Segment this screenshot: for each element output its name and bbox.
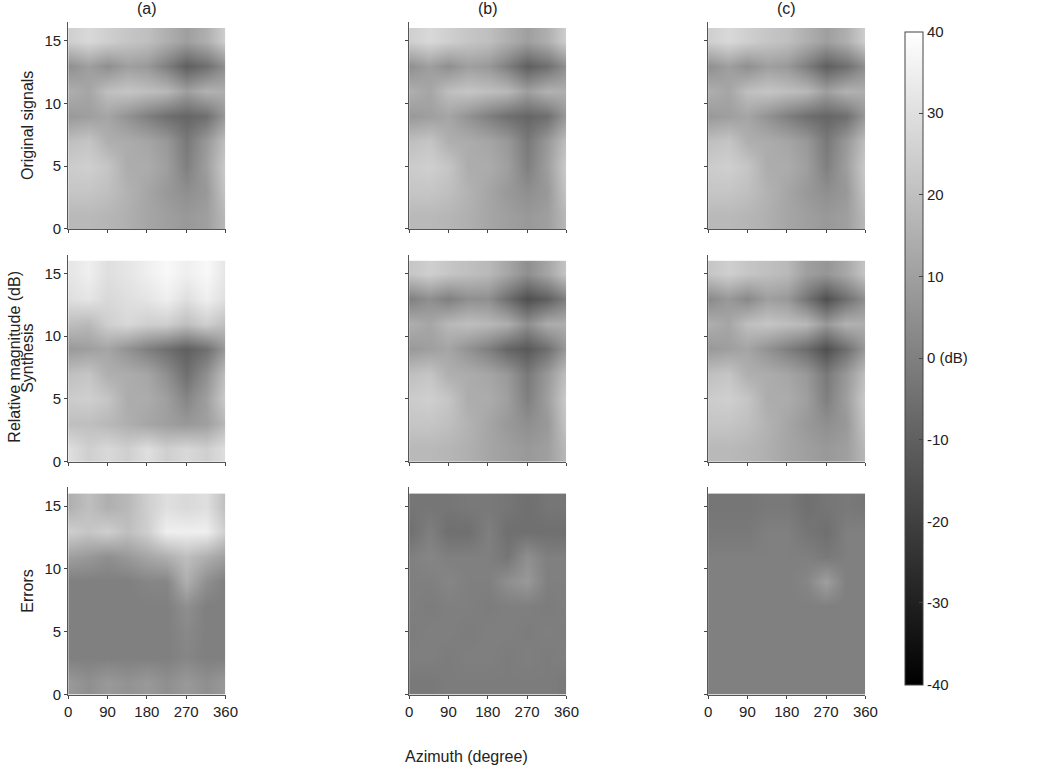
svg-text:30: 30 <box>927 104 944 121</box>
svg-text:0: 0 <box>64 703 72 720</box>
svg-text:90: 90 <box>440 703 457 720</box>
svg-text:Errors: Errors <box>19 569 36 613</box>
svg-text:10: 10 <box>44 95 61 112</box>
svg-text:15: 15 <box>44 497 61 514</box>
svg-text:Relative magnitude (dB): Relative magnitude (dB) <box>6 271 23 443</box>
svg-text:5: 5 <box>53 390 61 407</box>
svg-text:270: 270 <box>814 703 839 720</box>
svg-text:(a): (a) <box>137 0 157 17</box>
svg-text:180: 180 <box>475 703 500 720</box>
svg-text:0: 0 <box>53 686 61 703</box>
svg-text:360: 360 <box>213 703 238 720</box>
svg-text:5: 5 <box>53 157 61 174</box>
svg-text:0: 0 <box>405 703 413 720</box>
svg-text:Synthesis: Synthesis <box>19 323 36 392</box>
svg-text:-10: -10 <box>927 431 949 448</box>
svg-text:10: 10 <box>44 327 61 344</box>
svg-text:Original signals: Original signals <box>19 71 36 180</box>
svg-text:360: 360 <box>853 703 878 720</box>
svg-text:270: 270 <box>174 703 199 720</box>
svg-text:(c): (c) <box>777 0 796 17</box>
svg-text:0: 0 <box>53 220 61 237</box>
svg-text:15: 15 <box>44 32 61 49</box>
svg-text:270: 270 <box>515 703 540 720</box>
svg-text:5: 5 <box>53 623 61 640</box>
svg-text:-20: -20 <box>927 513 949 530</box>
svg-text:10: 10 <box>927 268 944 285</box>
svg-text:Azimuth (degree): Azimuth (degree) <box>405 748 528 765</box>
svg-text:360: 360 <box>554 703 579 720</box>
svg-text:-30: -30 <box>927 594 949 611</box>
svg-text:10: 10 <box>44 560 61 577</box>
svg-text:-40: -40 <box>927 676 949 693</box>
svg-text:15: 15 <box>44 265 61 282</box>
svg-text:90: 90 <box>739 703 756 720</box>
svg-text:90: 90 <box>99 703 116 720</box>
svg-text:20: 20 <box>927 186 944 203</box>
svg-text:180: 180 <box>774 703 799 720</box>
svg-text:0 (dB): 0 (dB) <box>927 349 968 366</box>
svg-text:(b): (b) <box>478 0 498 17</box>
svg-text:40: 40 <box>927 23 944 40</box>
svg-text:180: 180 <box>134 703 159 720</box>
svg-text:0: 0 <box>704 703 712 720</box>
svg-text:0: 0 <box>53 453 61 470</box>
